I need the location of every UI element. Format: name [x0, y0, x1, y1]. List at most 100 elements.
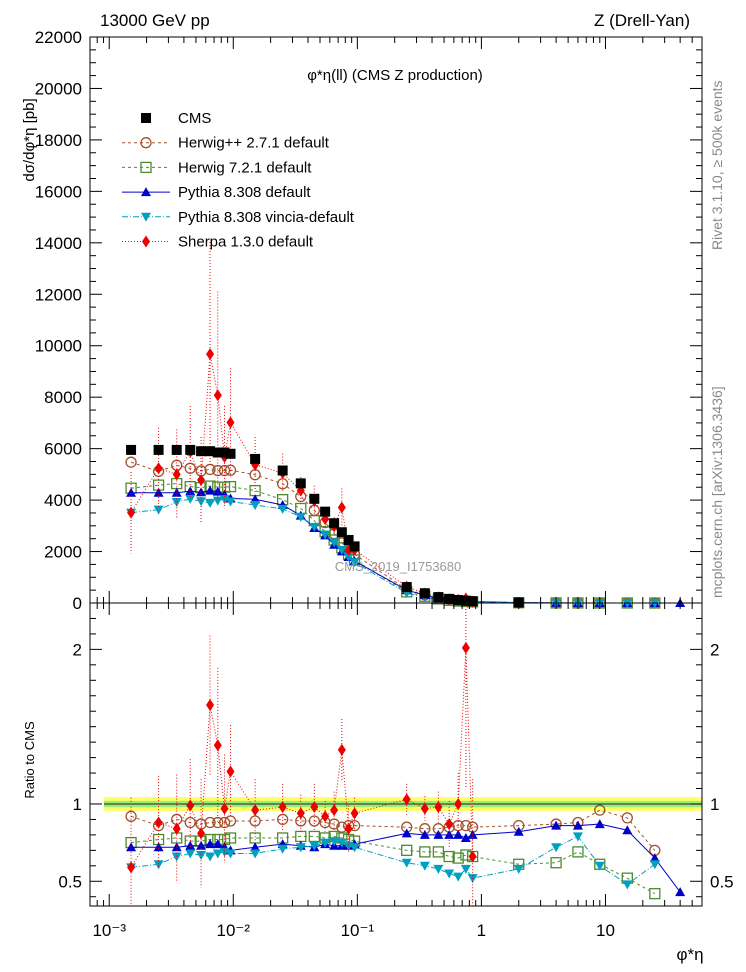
- cms-data-point: [153, 444, 164, 455]
- data-point: [212, 496, 223, 506]
- data-point: [320, 530, 331, 540]
- ratio-point: [344, 822, 353, 835]
- legend-marker: [141, 212, 151, 222]
- data-point: [127, 506, 136, 519]
- ratio-point: [419, 829, 430, 839]
- ratio-point: [349, 843, 360, 853]
- ratio-point: [186, 799, 195, 812]
- cms-data-point: [219, 447, 230, 458]
- cms-data-point: [329, 518, 340, 529]
- ratio-point: [468, 850, 477, 863]
- cms-data-point: [196, 446, 207, 457]
- ratio-point: [551, 843, 562, 853]
- data-point: [337, 501, 346, 514]
- ratio-point: [171, 852, 182, 862]
- ratio-point: [433, 864, 444, 874]
- y-tick-label: 8000: [44, 388, 82, 407]
- data-point: [205, 485, 216, 495]
- ratio-point: [212, 849, 223, 859]
- ratio-point: [212, 839, 223, 849]
- ratio-point: [460, 832, 471, 842]
- ratio-point: [277, 844, 288, 854]
- legend-marker: [140, 161, 152, 174]
- data-point: [250, 494, 261, 504]
- legend-marker: [141, 113, 151, 123]
- cms-data-point: [336, 527, 347, 538]
- ratio-point: [649, 860, 660, 870]
- cms-data-point: [277, 465, 288, 476]
- cms-data-point: [349, 541, 360, 552]
- ratio-point: [452, 852, 464, 864]
- data-point: [126, 487, 137, 497]
- x-tick-label: 10⁻²: [217, 921, 251, 940]
- data-point: [196, 497, 207, 507]
- data-point: [225, 497, 236, 507]
- cms-data-point: [171, 444, 182, 455]
- ratio-point: [461, 641, 470, 654]
- ratio-tick-label: 1: [73, 795, 82, 814]
- cms-data-point: [453, 595, 464, 606]
- data-point: [171, 487, 182, 497]
- y-tick-label: 22000: [35, 28, 82, 47]
- ratio-point: [310, 801, 319, 814]
- legend-label: Herwig++ 2.7.1 default: [178, 135, 330, 152]
- ratio-point: [444, 869, 455, 879]
- cms-data-point: [205, 446, 216, 457]
- ratio-point: [419, 861, 430, 871]
- cms-data-point: [185, 444, 196, 455]
- data-point: [205, 498, 216, 508]
- ratio-tick-label-right: 2: [710, 640, 719, 659]
- legend-label: Pythia 8.308 default: [178, 184, 311, 201]
- ratio-point: [649, 887, 661, 900]
- ratio-point: [226, 765, 235, 778]
- ratio-point: [433, 829, 444, 839]
- legend: CMS Herwig++ 2.7.1 default Herwig 7.2.1 de…: [122, 110, 355, 251]
- legend-label: Herwig 7.2.1 default: [178, 159, 312, 176]
- legend-label: Sherpa 1.3.0 default: [178, 234, 314, 251]
- x-tick-label: 10⁻³: [92, 921, 126, 940]
- data-point: [295, 512, 306, 522]
- ratio-point: [205, 839, 216, 849]
- data-point: [185, 494, 196, 504]
- cms-data-point: [126, 444, 137, 455]
- ratio-point: [213, 739, 222, 752]
- data-point: [197, 474, 206, 487]
- cms-data-point: [250, 453, 261, 464]
- ratio-point: [453, 829, 464, 839]
- y-tick-label: 16000: [35, 182, 82, 201]
- data-point: [153, 487, 164, 497]
- data-point: [249, 484, 261, 497]
- ratio-point: [153, 842, 164, 852]
- ratio-point: [401, 828, 412, 838]
- data-point: [153, 505, 164, 515]
- ratio-point: [154, 816, 163, 829]
- ratio-tick-label: 2: [73, 640, 82, 659]
- ratio-point: [513, 826, 524, 836]
- x-tick-label: 10: [596, 921, 615, 940]
- data-point: [154, 462, 163, 475]
- y-tick-label: 18000: [35, 131, 82, 150]
- data-point: [336, 545, 347, 555]
- ratio-point: [250, 849, 261, 859]
- side-label-top: Rivet 3.1.10, ≥ 500k events: [709, 80, 725, 250]
- ratio-point: [443, 850, 455, 863]
- ratio-point: [572, 832, 583, 842]
- ratio-point: [153, 860, 164, 870]
- ratio-point: [185, 849, 196, 859]
- cms-data-point: [295, 478, 306, 489]
- data-point: [277, 504, 288, 514]
- ratio-point: [675, 887, 686, 897]
- ratio-point: [309, 841, 320, 851]
- ratio-point: [594, 861, 605, 871]
- ratio-point: [594, 804, 606, 816]
- cms-data-point: [225, 448, 236, 459]
- ratio-point: [320, 838, 331, 848]
- ratio-point: [594, 819, 605, 829]
- ratio-tick-label-right: 0.5: [710, 872, 734, 891]
- y-tick-label: 20000: [35, 79, 82, 98]
- legend-label: CMS: [178, 110, 211, 127]
- ratio-point: [513, 864, 524, 874]
- ratio-point: [460, 819, 472, 832]
- y-tick-label: 4000: [44, 491, 82, 510]
- ratio-point: [550, 857, 562, 869]
